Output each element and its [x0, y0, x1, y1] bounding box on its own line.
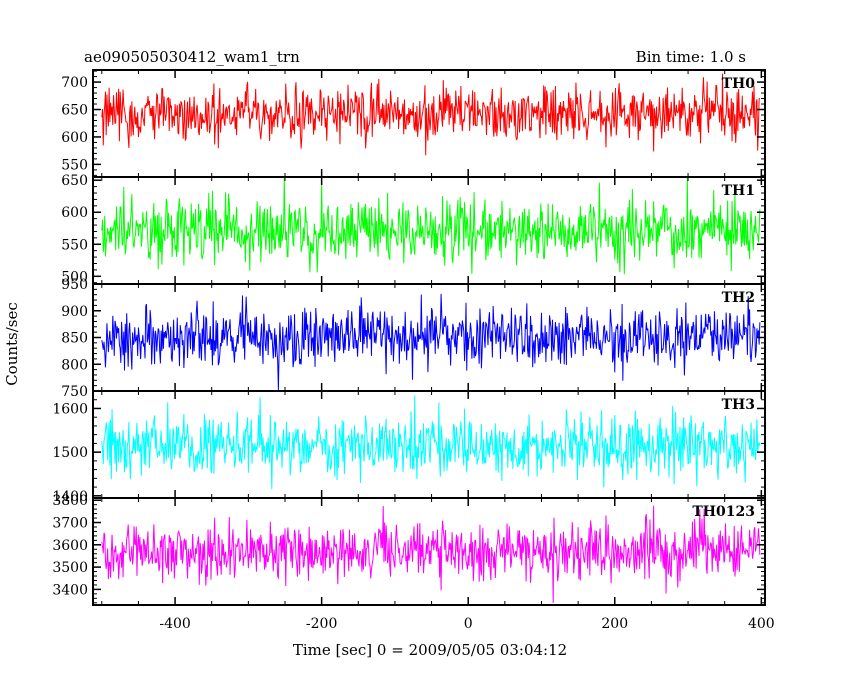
y-tick-label: 850: [61, 331, 88, 347]
labels-layer: 550 600 650 700 TH0 500 550 600 650 TH1 750 800 850 9…: [52, 75, 774, 632]
x-tick-label: 400: [748, 616, 775, 632]
bin-time-label: Bin time: 1.0 s: [636, 48, 746, 66]
y-tick-label: 950: [61, 277, 88, 293]
y-tick-label: 750: [61, 384, 88, 400]
x-axis-label: Time [sec] 0 = 2009/05/05 03:04:12: [293, 641, 567, 659]
panel-label-th3: TH3: [722, 397, 755, 413]
x-tick-label: 0: [464, 616, 473, 632]
y-tick-label: 650: [61, 103, 88, 119]
panel-label-th0123: TH0123: [692, 504, 755, 520]
panel-label-th0: TH0: [722, 76, 756, 92]
y-tick-label: 1600: [52, 401, 88, 417]
y-tick-label: 700: [61, 75, 88, 91]
y-tick-label: 550: [61, 157, 88, 173]
y-tick-label: 600: [61, 205, 88, 221]
y-tick-label: 3400: [52, 582, 88, 598]
panels-layer: [101, 73, 761, 604]
y-axis-label: Counts/sec: [3, 302, 21, 386]
y-tick-label: 800: [61, 357, 88, 373]
panel-label-th1: TH1: [722, 183, 755, 199]
y-tick-label: 3500: [52, 560, 88, 576]
chart-title: ae090505030412_wam1_trn: [84, 48, 300, 66]
y-tick-label: 1400: [52, 489, 88, 505]
series-line-th0: [101, 73, 761, 156]
x-tick-label: -200: [306, 616, 337, 632]
y-tick-label: 3700: [52, 516, 88, 532]
y-tick-label: 650: [61, 173, 88, 189]
series-line-th0123: [101, 505, 761, 604]
y-tick-label: 1500: [52, 445, 88, 461]
y-tick-label: 600: [61, 130, 88, 146]
panel-label-th2: TH2: [722, 290, 755, 306]
series-line-th3: [101, 395, 761, 490]
x-tick-label: 200: [601, 616, 628, 632]
ticks-layer: [93, 70, 765, 605]
y-tick-label: 3800: [52, 493, 88, 509]
y-tick-label: 3600: [52, 538, 88, 554]
series-line-th2: [101, 293, 761, 390]
y-tick-label: 550: [61, 237, 88, 253]
y-tick-label: 500: [61, 269, 88, 285]
panel-frame-th0123: [92, 497, 766, 606]
series-line-th1: [101, 177, 761, 275]
x-tick-label: -400: [159, 616, 190, 632]
y-tick-label: 900: [61, 304, 88, 320]
